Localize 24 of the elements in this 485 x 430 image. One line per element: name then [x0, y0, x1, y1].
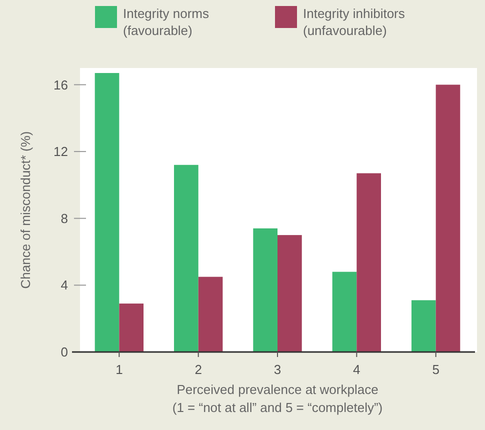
- legend-label: Integrity inhibitors (unfavourable): [303, 6, 406, 38]
- bar: [94, 73, 120, 352]
- y-tick-label: 8: [60, 210, 68, 226]
- y-tick-label: 0: [60, 344, 68, 360]
- bar: [174, 164, 198, 352]
- x-tick-label: 4: [353, 362, 360, 377]
- x-tick-label: 3: [274, 362, 282, 377]
- legend-label: Integrity norms (favourable): [123, 6, 210, 38]
- y-tick-label: 12: [54, 144, 68, 160]
- y-tick-label: 4: [60, 278, 68, 293]
- bar: [332, 272, 357, 352]
- bar: [253, 228, 278, 352]
- bar: [278, 235, 302, 352]
- y-tick-label: 16: [54, 77, 68, 92]
- y-axis-title: Chance of misconduct* (%): [18, 131, 33, 289]
- x-tick-label: 1: [116, 362, 123, 377]
- bar: [436, 84, 460, 352]
- x-tick-label: 5: [432, 362, 440, 377]
- bar: [198, 276, 223, 352]
- x-tick-label: 2: [194, 362, 202, 377]
- bar: [411, 300, 436, 352]
- bar: [119, 304, 144, 352]
- bar: [356, 173, 381, 352]
- x-axis-title: Perceived prevalence at workplace (1 = “not at all” and 5 = “completely”): [172, 382, 383, 415]
